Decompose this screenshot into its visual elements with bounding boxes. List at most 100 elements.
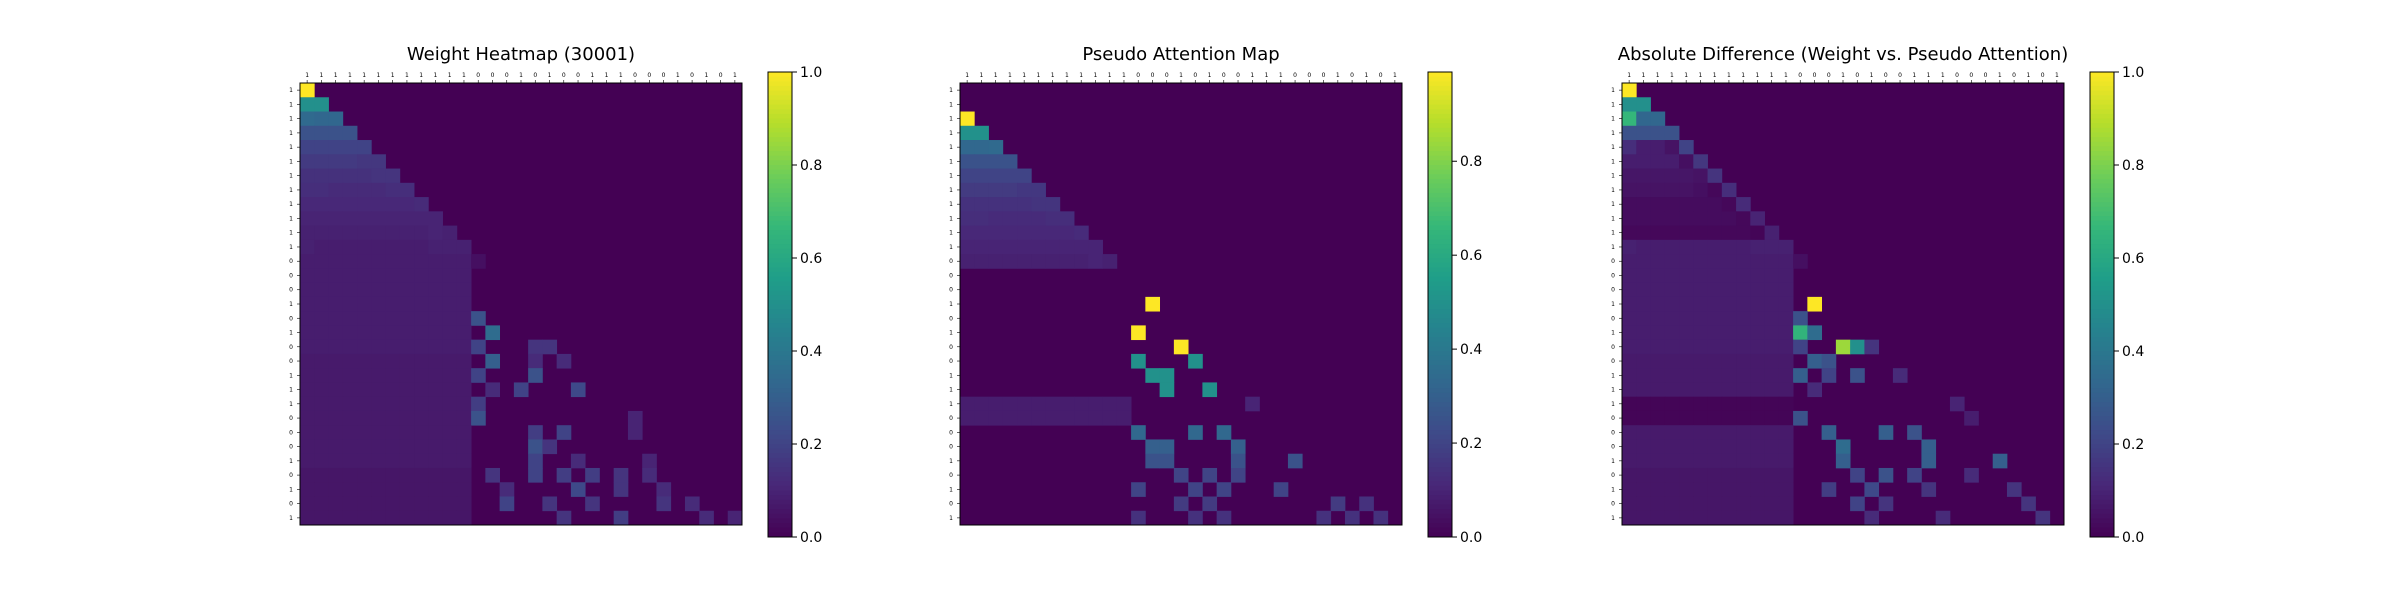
- heatmap-cell: [428, 339, 443, 355]
- heatmap-cell: [1622, 453, 1637, 469]
- x-tick-label: 1: [1784, 72, 1788, 79]
- x-tick-label: 1: [2055, 72, 2059, 79]
- heatmap-cell: [414, 254, 429, 269]
- heatmap-cell: [314, 254, 329, 269]
- heatmap-cell: [385, 368, 401, 383]
- colorbar-segment: [1428, 318, 1452, 324]
- heatmap-cell: [442, 467, 458, 483]
- colorbar-segment: [768, 434, 792, 440]
- colorbar-segment: [2090, 392, 2114, 398]
- colorbar-segment: [1428, 160, 1452, 166]
- heatmap-cell: [328, 467, 344, 483]
- colorbar-segment: [2090, 197, 2114, 203]
- heatmap-cell: [385, 325, 401, 341]
- heatmap-cell: [1679, 211, 1694, 226]
- y-tick-label: 1: [1611, 230, 1615, 237]
- x-tick-label: 0: [1307, 72, 1311, 79]
- x-tick-label: 1: [676, 72, 680, 79]
- heatmap-cell: [1835, 339, 1851, 355]
- heatmap-cell: [1964, 467, 1979, 483]
- heatmap-cell: [556, 467, 572, 483]
- heatmap-cell: [1636, 510, 1651, 526]
- heatmap-cell: [1793, 410, 1808, 426]
- colorbar-segment: [1428, 481, 1452, 487]
- colorbar-segment: [2090, 527, 2114, 533]
- colorbar-segment: [768, 504, 792, 510]
- heatmap-cell: [442, 225, 458, 241]
- heatmap-cell: [1159, 382, 1175, 398]
- colorbar-segment: [768, 490, 792, 496]
- x-tick-label: 0: [1898, 72, 1902, 79]
- colorbar-segment: [2090, 341, 2114, 347]
- heatmap-cell: [328, 425, 344, 440]
- heatmap-cell: [988, 154, 1004, 169]
- heatmap-cell: [1736, 339, 1751, 355]
- heatmap-cell: [1650, 111, 1666, 127]
- colorbar-segment: [1428, 183, 1452, 189]
- heatmap-cell: [1778, 410, 1794, 426]
- heatmap-cell: [960, 140, 975, 155]
- heatmap-cell: [1736, 282, 1751, 298]
- heatmap-cell: [1679, 325, 1694, 341]
- heatmap-cell: [485, 353, 501, 369]
- x-tick-label: 1: [1051, 72, 1055, 79]
- heatmap-cell: [314, 311, 329, 326]
- colorbar-segment: [1428, 211, 1452, 217]
- heatmap-cell: [1750, 339, 1765, 355]
- heatmap-cell: [300, 439, 315, 455]
- heatmap-cell: [1002, 211, 1018, 226]
- colorbar-segment: [768, 462, 792, 468]
- colorbar-segment: [2090, 360, 2114, 366]
- heatmap-cell: [357, 225, 372, 241]
- heatmap-cell: [442, 396, 458, 412]
- colorbar-segment: [2090, 295, 2114, 301]
- heatmap-cell: [1693, 453, 1708, 469]
- heatmap-cell: [328, 125, 344, 141]
- heatmap-cell: [1721, 439, 1737, 455]
- heatmap-cell: [1664, 382, 1680, 398]
- y-tick-label: 1: [949, 230, 953, 237]
- y-tick-label: 1: [1611, 130, 1615, 137]
- colorbar-segment: [1428, 295, 1452, 301]
- heatmap-cell: [1679, 168, 1694, 184]
- absolute-difference-panel: Absolute Difference (Weight vs. Pseudo A…: [1618, 44, 2069, 65]
- colorbar-segment: [1428, 244, 1452, 250]
- heatmap-cell: [1159, 439, 1175, 455]
- heatmap-cell: [1002, 410, 1018, 426]
- heatmap-cell: [1622, 83, 1637, 98]
- colorbar-segment: [1428, 457, 1452, 464]
- x-tick-label: 0: [1827, 72, 1831, 79]
- colorbar-segment: [1428, 406, 1452, 412]
- colorbar-segment: [768, 351, 792, 357]
- colorbar-segment: [2090, 346, 2114, 352]
- colorbar-segment: [2090, 290, 2114, 296]
- colorbar-segment: [2090, 513, 2114, 519]
- y-tick-label: 0: [289, 315, 293, 322]
- heatmap-cell: [1750, 311, 1765, 326]
- colorbar-segment: [768, 183, 792, 189]
- heatmap-cell: [1807, 353, 1823, 369]
- heatmap-cell: [314, 197, 329, 212]
- heatmap-cell: [1622, 482, 1637, 497]
- colorbar-segment: [768, 411, 792, 417]
- colorbar-segment: [2090, 72, 2114, 78]
- heatmap-cell: [1850, 496, 1865, 512]
- heatmap-cell: [371, 239, 386, 255]
- heatmap-cell: [300, 125, 315, 141]
- heatmap-cell: [699, 510, 714, 526]
- colorbar-segment: [768, 155, 792, 161]
- colorbar-segment: [2090, 155, 2114, 161]
- heatmap-cell: [1650, 211, 1666, 226]
- colorbar-frame: [1427, 71, 1453, 538]
- heatmap-cell: [1636, 239, 1651, 255]
- heatmap-cell: [456, 296, 472, 312]
- heatmap-cell: [1764, 396, 1780, 412]
- heatmap-cell: [442, 339, 458, 355]
- heatmap-cell: [1721, 182, 1737, 198]
- heatmap-cell: [1864, 339, 1880, 355]
- colorbar-segment: [768, 127, 792, 133]
- heatmap-cell: [428, 254, 443, 269]
- heatmap-cell: [974, 125, 989, 141]
- heatmap-cell: [1707, 282, 1723, 298]
- x-tick-label: 1: [979, 72, 983, 79]
